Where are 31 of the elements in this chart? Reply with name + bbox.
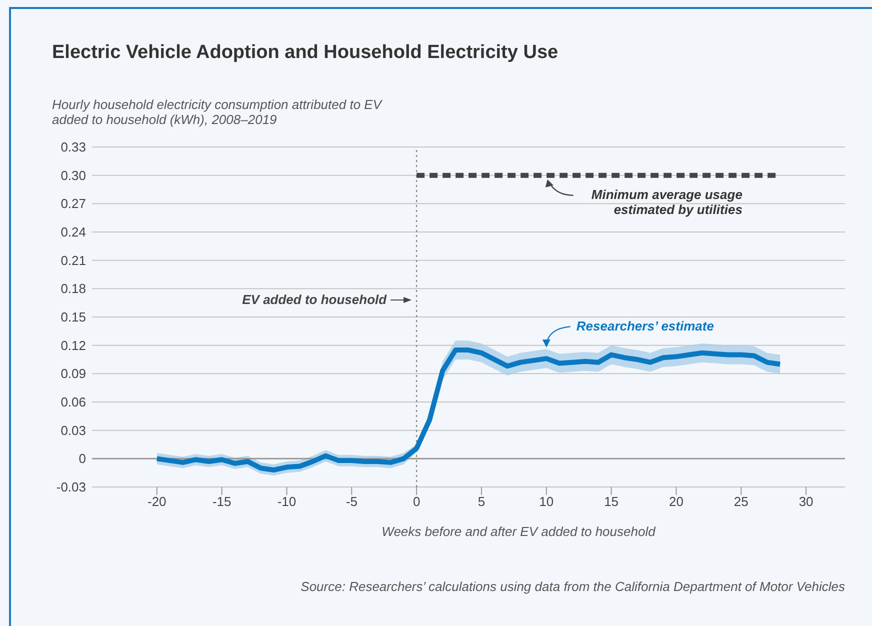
x-tick-label: 0 [412,494,420,510]
y-tick-label: 0.03 [60,422,86,438]
x-tick-label: 30 [798,494,814,510]
x-tick-label: 15 [604,494,619,510]
x-tick-label: -15 [212,494,232,510]
source-note: Source: Researchers’ calculations using data from the California Department of Motor Vehicles [300,579,845,594]
y-tick-label: 0.30 [60,168,86,183]
y-tick-label: 0.06 [60,394,86,410]
y-tick-label: 0.27 [60,196,86,212]
y-axis-title: Hourly household electricity consumption attributed to EV added to household (kWh), 2008–2019 [52,97,382,127]
x-tick-label: 10 [539,494,554,510]
y-tick-label: 0.18 [60,281,86,296]
x-tick-label: -10 [277,494,296,510]
x-tick-label: -5 [346,494,358,510]
y-tick-label: 0.33 [60,140,86,154]
y-tick-label: -0.03 [56,480,86,494]
y-tick-label: 0.15 [60,310,86,324]
ref-line-label: EV added to household [242,292,388,307]
y-tick-label: 0.09 [60,366,86,382]
y-tick-label: 0 [78,451,86,466]
x-tick-label: 20 [668,494,684,510]
legend-label: Minimum average usage estimated by utilities [591,187,742,218]
x-axis-title: Weeks before and after EV added to household [382,524,656,539]
chart-title: Electric Vehicle Adoption and Household Electricity Use [52,42,558,63]
x-tick-label: 5 [478,494,486,510]
y-tick-label: 0.21 [60,252,86,268]
y-tick-label: 0.24 [60,224,86,240]
x-tick-label: -20 [148,494,166,510]
x-tick-label: 25 [734,494,748,510]
series-label: Researchers’ estimate [576,318,714,334]
y-tick-label: 0.12 [60,338,86,353]
